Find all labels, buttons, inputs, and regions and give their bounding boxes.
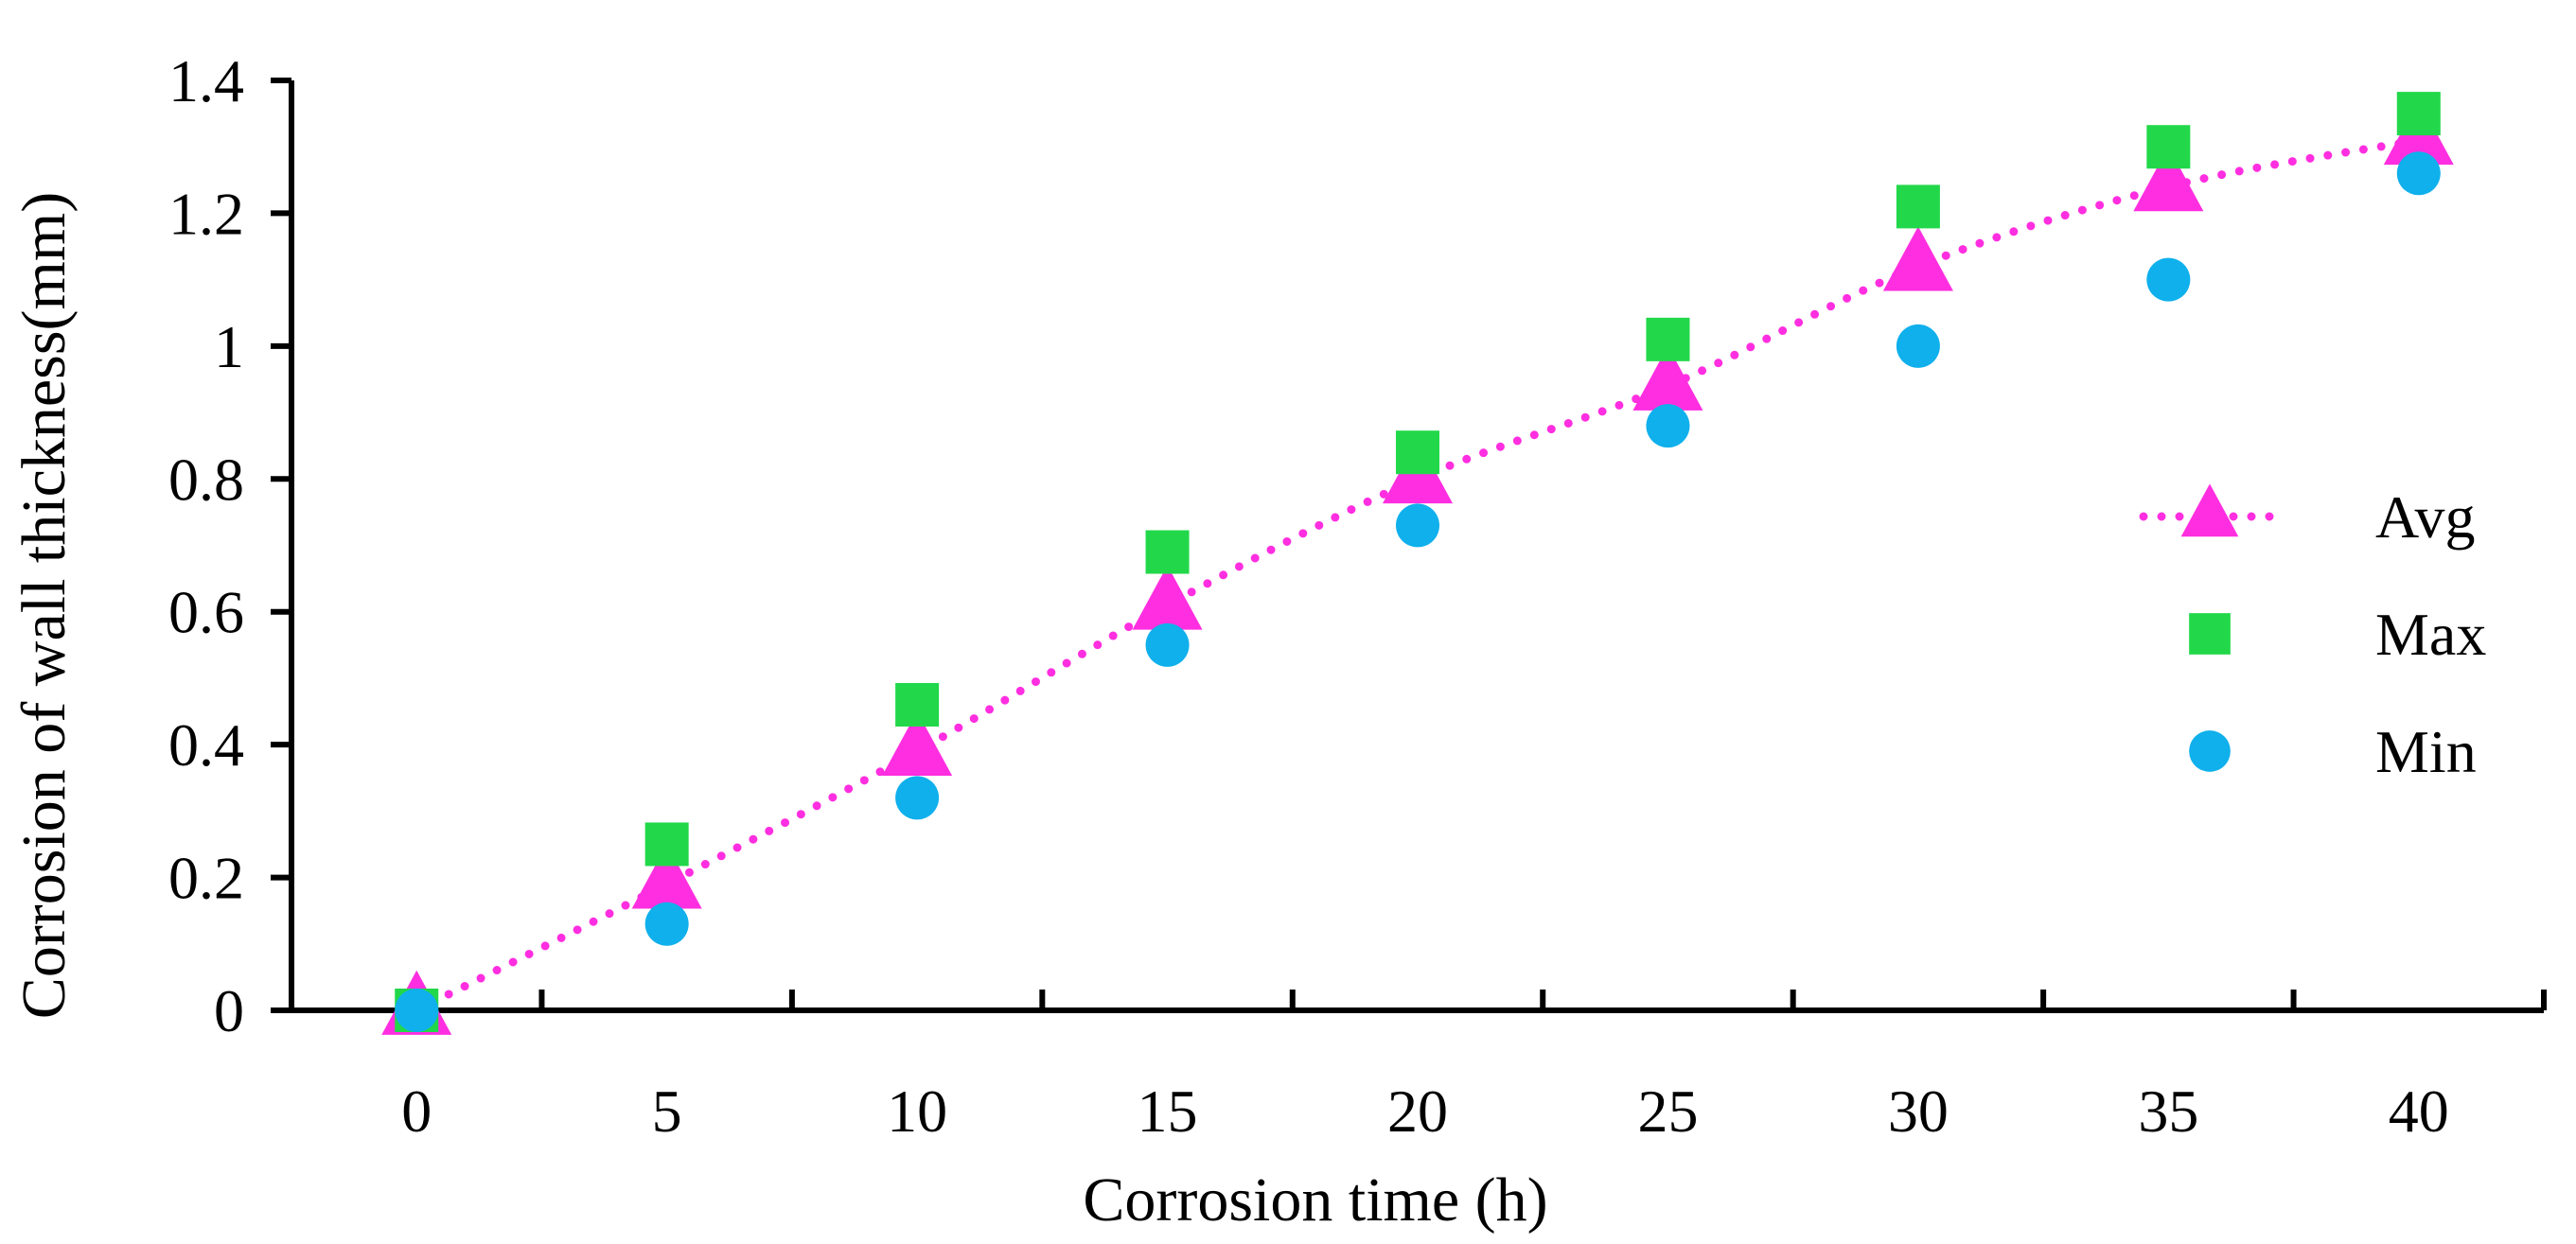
legend-avg-label: Avg [2375,483,2475,551]
data-marks [381,92,2454,1035]
x-tick-label: 5 [652,1078,682,1145]
min-point [644,902,689,946]
min-point [395,989,439,1032]
y-tick-label: 1.4 [168,47,244,114]
x-axis-title: Corrosion time (h) [1083,1165,1547,1235]
x-tick-label: 15 [1138,1078,1198,1145]
legend-min-label: Min [2375,718,2477,785]
max-point [1145,530,1190,574]
legend-max-marker [2189,613,2231,655]
y-tick-label: 1.2 [168,180,244,247]
legend: Avg Max Min [2139,483,2486,785]
max-point [1396,430,1439,475]
y-tick-label: 1 [214,313,244,380]
x-tick-label: 30 [1888,1078,1949,1145]
x-tick-label: 25 [1637,1078,1698,1145]
max-point [895,683,940,727]
max-point [1896,184,1940,229]
min-point [1396,503,1439,548]
min-point [1145,622,1190,667]
avg-point [882,710,953,777]
avg-point [1632,345,1703,411]
avg-point [1132,565,1203,630]
min-point [1646,404,1690,448]
axes: 0 0.2 0.4 0.6 0.8 1 1.2 1.4 0 5 10 15 20 25 30 35 40 [168,47,2547,1145]
min-point [2146,257,2191,302]
x-tick-label: 10 [887,1078,947,1145]
min-point [2396,151,2441,196]
x-tick-label: 20 [1387,1078,1448,1145]
y-tick-label: 0.2 [168,845,244,912]
avg-point [1882,226,1953,291]
x-tick-label: 0 [401,1078,432,1145]
legend-min-marker [2189,730,2231,772]
x-tick-label: 40 [2389,1078,2449,1145]
max-point [644,822,689,867]
y-axis-title: Corrosion of wall thickness(mm) [9,192,79,1019]
min-point [895,776,940,820]
y-tick-label: 0 [214,977,244,1044]
x-tick-label: 35 [2138,1078,2198,1145]
max-point [1646,317,1690,361]
max-point [2396,92,2441,136]
avg-trendline-group [412,135,2424,1015]
y-tick-label: 0.6 [168,579,244,646]
avg-point [2133,147,2204,212]
max-point [2146,125,2191,169]
avg-trendline [412,135,2424,1015]
min-point [1896,324,1940,368]
legend-max-label: Max [2375,601,2486,668]
legend-avg-marker [2180,483,2239,537]
y-tick-label: 0.4 [168,711,244,779]
avg-point [631,844,702,909]
y-tick-label: 0.8 [168,446,244,513]
